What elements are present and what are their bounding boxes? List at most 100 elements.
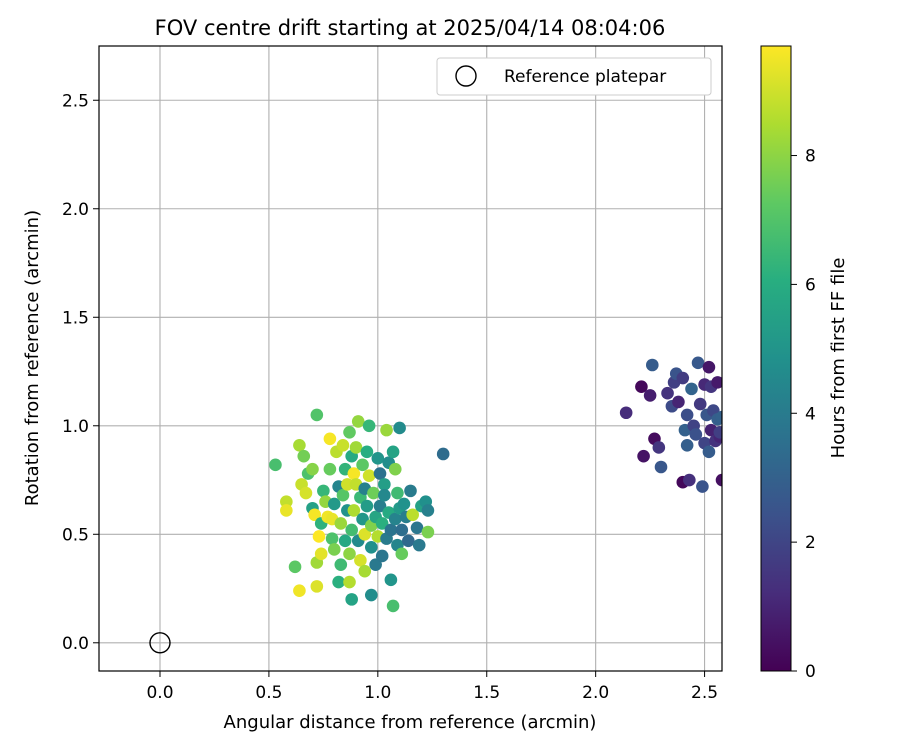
colorbar-ticks: 0 2 4 6 8 [791, 147, 816, 682]
scatter-point [635, 380, 648, 394]
scatter-point [336, 439, 350, 452]
scatter-point [347, 504, 361, 517]
scatter-point [683, 473, 696, 487]
legend-reference-label: Reference platepar [504, 67, 666, 87]
scatter-point [341, 478, 354, 491]
scatter-point [280, 504, 293, 517]
scatter-point [345, 523, 358, 537]
legend-reference-marker [455, 65, 477, 87]
y-axis-ticks: 0.0 0.5 1.0 1.5 2.0 2.5 [62, 91, 99, 654]
scatter-point [371, 452, 385, 465]
plot-background [99, 46, 722, 671]
y-tick-label: 1.0 [62, 417, 89, 437]
scatter-point [308, 508, 321, 522]
scatter-point [661, 386, 674, 400]
reference-platepar-marker [149, 632, 171, 654]
scatter-point [685, 382, 698, 396]
x-tick-label: 1.0 [364, 683, 391, 703]
scatter-point [388, 462, 402, 476]
scatter-point [349, 441, 363, 454]
x-tick-label: 1.5 [473, 683, 500, 703]
scatter-point [345, 593, 358, 606]
scatter-point [384, 523, 398, 537]
x-tick-label: 2.5 [691, 683, 718, 703]
scatter-point [702, 360, 716, 374]
scatter-point [312, 530, 326, 543]
scatter-point [689, 428, 703, 441]
scatter-point [375, 517, 389, 530]
gridlines [99, 46, 722, 671]
scatter-point [421, 525, 435, 539]
scatter-point [299, 486, 313, 500]
scatter-point [672, 395, 685, 409]
scatter-point [356, 512, 369, 526]
y-tick-label: 0.0 [62, 634, 89, 654]
scatter-point [715, 410, 722, 424]
scatter-point [696, 480, 709, 493]
scatter-point [293, 439, 306, 452]
scatter-point [288, 560, 302, 574]
colorbar-tick-label: 4 [805, 404, 816, 424]
scatter-point [410, 521, 424, 535]
scatter-point [637, 449, 650, 463]
y-axis-label: Rotation from reference (arcmin) [22, 210, 43, 506]
scatter-point [358, 564, 372, 578]
scatter-point [373, 499, 387, 513]
scatter-point [354, 554, 367, 567]
scatter-point [402, 534, 415, 548]
scatter-point [323, 462, 337, 476]
scatter-point [347, 467, 361, 480]
scatter-point [362, 469, 376, 482]
colorbar: 0 2 4 6 8 Hours from first FF file [760, 45, 849, 682]
scatter-point [654, 460, 668, 474]
x-axis-label: Angular distance from reference (arcmin) [224, 712, 597, 733]
chart-title: FOV centre drift starting at 2025/04/14 … [155, 16, 666, 40]
scatter-point [711, 376, 722, 389]
scatter-point [436, 447, 450, 461]
scatter-point [325, 532, 339, 545]
legend-box [436, 57, 712, 96]
scatter-point [310, 408, 324, 422]
scatter-point [369, 558, 382, 571]
scatter-point [323, 432, 337, 446]
scatter-point [364, 541, 378, 554]
y-tick-label: 2.5 [62, 91, 89, 111]
colorbar-tick-label: 8 [805, 147, 816, 167]
scatter-point [619, 406, 633, 420]
scatter-point [327, 497, 341, 511]
scatter-point [343, 547, 356, 561]
scatter-point [421, 504, 435, 517]
scatter-point [375, 549, 389, 563]
scatter-point [404, 484, 417, 498]
scatter-point [395, 547, 409, 561]
scatter-point [362, 419, 376, 433]
scatter-point [356, 458, 369, 472]
x-tick-label: 0.0 [146, 683, 173, 703]
scatter-point [314, 547, 328, 561]
scatter-point [334, 558, 348, 571]
scatter-point [343, 425, 356, 439]
y-tick-label: 0.5 [62, 525, 89, 545]
scatter-point [680, 439, 694, 452]
scatter-point [412, 538, 426, 552]
scatter-point [358, 527, 372, 541]
colorbar-label: Hours from first FF file [828, 258, 849, 459]
scatter-point [386, 599, 400, 613]
scatter-point [360, 499, 374, 513]
scatter-point [343, 575, 356, 589]
scatter-points [269, 356, 722, 613]
scatter-point [327, 543, 341, 556]
scatter-point [317, 484, 330, 498]
scatter-point [386, 445, 400, 459]
y-tick-label: 1.5 [62, 308, 89, 328]
scatter-point [702, 445, 716, 459]
x-tick-label: 0.5 [255, 683, 282, 703]
scatter-point [715, 473, 722, 487]
scatter-point [676, 371, 690, 385]
scatter-point [360, 445, 374, 459]
scatter-point [336, 488, 350, 502]
scatter-point [332, 575, 345, 589]
colorbar-tick-label: 0 [805, 662, 816, 682]
scatter-point [367, 486, 380, 500]
scatter-point [680, 408, 694, 422]
